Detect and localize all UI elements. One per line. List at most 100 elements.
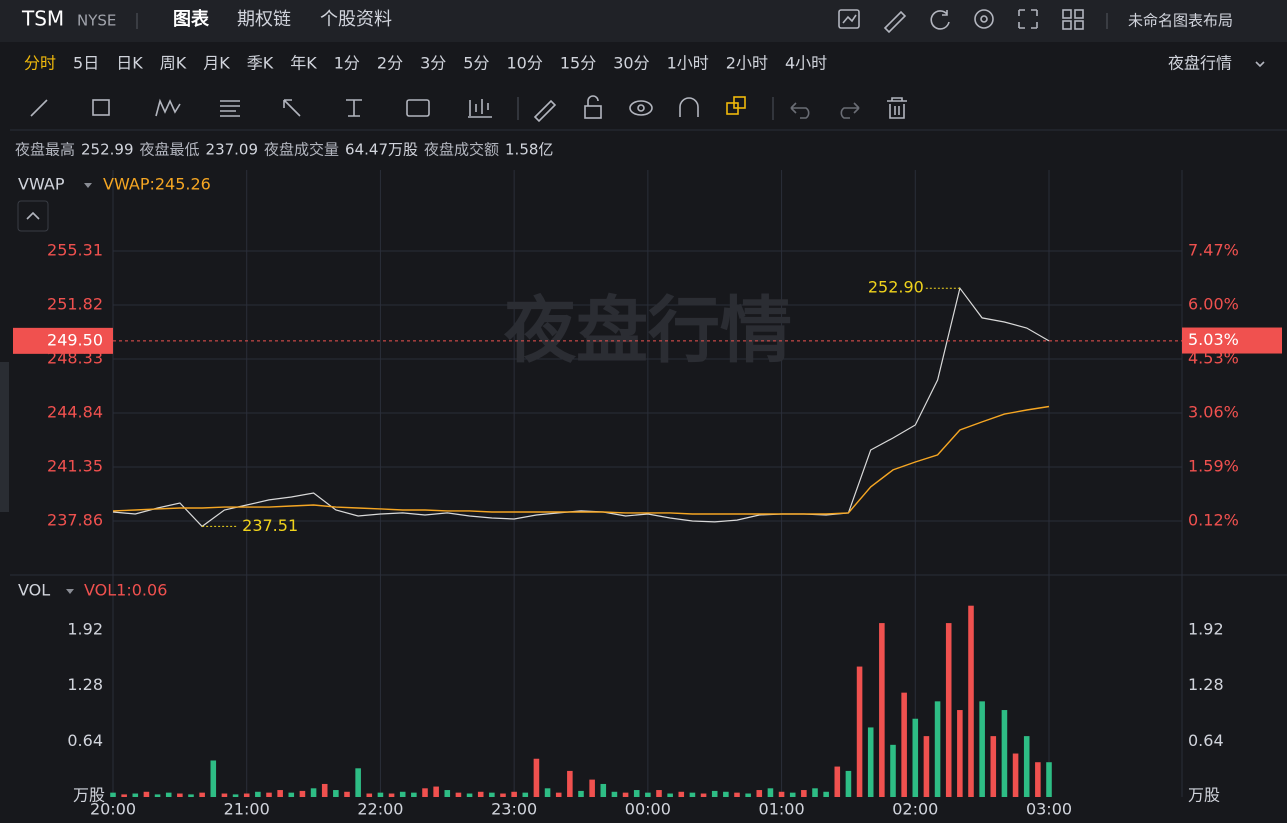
volume-bar [656,790,662,797]
tool-text-lines[interactable] [220,100,240,117]
legend[interactable]: VWAP [18,175,65,194]
x-tick-label: 22:00 [357,800,403,819]
volume-bar [489,792,495,797]
volume-bar [221,793,228,797]
icon[interactable] [930,10,950,30]
volume-bar [455,792,462,797]
timeframe[interactable]: 1分 [334,54,360,73]
tool-line[interactable] [30,99,48,117]
timeframe[interactable]: 日K [116,54,143,73]
tool-magnet[interactable] [679,97,699,117]
tab[interactable]: 个股资料 [320,9,392,30]
side-tab[interactable] [0,362,9,512]
volume-bar [310,788,317,797]
volume-bar [990,736,997,797]
stat-value: 1.58亿 [505,141,553,159]
y-tick-label: 1.28 [67,675,103,694]
exchange: NYSE [77,12,116,30]
volume-bar [1012,753,1019,797]
volume-bar [734,792,740,797]
volume-bar [622,792,629,797]
symbol[interactable]: TSM [21,7,64,31]
tool-arrow[interactable] [283,99,301,117]
tool-rect[interactable] [92,99,110,116]
y-tick-label: 244.84 [47,402,103,421]
tool-delete[interactable] [887,97,907,119]
icon[interactable] [838,9,860,29]
volume-bar [388,793,395,797]
icon[interactable] [974,9,994,29]
volume-bar [555,792,562,797]
y-tick-label: 1.92 [67,620,103,639]
stat-label: 夜盘最高 [15,141,75,159]
tab[interactable]: 期权链 [237,9,291,30]
layout-name[interactable]: 未命名图表布局 [1128,12,1233,30]
volume-bar [366,793,373,797]
timeframe[interactable]: 分时 [24,54,56,73]
price-line [112,286,1050,528]
volume-bar [466,793,473,797]
volume-bar [121,794,127,797]
volume-bar [633,790,640,797]
timeframe[interactable]: 15分 [560,54,596,73]
collapse-button[interactable] [17,200,49,232]
x-tick-label: 01:00 [759,800,805,819]
timeframe[interactable]: 30分 [613,54,649,73]
volume-bar [533,758,540,797]
timeframe[interactable]: 周K [160,54,187,73]
icon[interactable] [1062,9,1072,19]
timeframe[interactable]: 5日 [73,54,99,73]
tab[interactable]: 图表 [173,8,210,30]
timeframe[interactable]: 2分 [377,54,403,73]
timeframes: 分时 5日 日K 周K 月K 季K 年K 1分 2分 3分 5分 10分 15分 30分 1小时 2小时 4小时 [24,54,827,73]
y-tick-label: 237.86 [47,510,103,529]
volume-bar [723,791,729,797]
volume-bar [856,666,863,797]
tool-measure[interactable] [346,99,362,117]
volume-bar [945,623,952,797]
timeframe[interactable]: 1小时 [667,54,709,73]
timeframe[interactable]: 5分 [463,54,489,73]
volume-bar [1046,762,1052,797]
caret [66,589,74,594]
volume-bar [867,727,874,797]
tool-wave[interactable] [155,98,181,117]
volume-bar [578,790,584,797]
timeframe[interactable]: 年K [290,54,317,73]
volume-bar [1023,736,1030,797]
timeframe[interactable]: 季K [247,54,274,73]
icon[interactable] [883,10,907,34]
session-menu[interactable]: 夜盘行情 [1168,54,1232,73]
tool-eye[interactable] [629,100,653,116]
y-tick-label: 241.35 [47,456,103,475]
timeframe[interactable]: 10分 [506,54,542,73]
tool-redo[interactable] [840,102,860,119]
stat-label: 夜盘最低 [140,141,200,159]
top-bar [0,0,1287,42]
tool-indicators[interactable] [468,99,492,118]
legend-value: VWAP:245.26 [103,175,211,194]
tool-note[interactable] [406,99,430,117]
chevron [26,211,40,220]
volume-bar [879,623,885,797]
volume-bar [177,793,183,797]
tool-brush[interactable] [533,99,557,123]
stat-label: 夜盘成交额 [424,141,499,159]
y2-tick-label: 1.28 [1188,675,1224,694]
tool-lock[interactable] [584,105,602,119]
icon[interactable] [1018,9,1038,29]
timeframe[interactable]: 月K [203,54,230,73]
timeframe[interactable]: 2小时 [726,54,768,73]
tool-undo[interactable] [790,102,810,119]
timeframe[interactable]: 3分 [420,54,446,73]
timeframe[interactable]: 4小时 [785,54,827,73]
volume-bar [756,790,763,797]
legend[interactable]: VOL [18,581,50,600]
x-tick-label: 21:00 [224,800,270,819]
stats: 夜盘最高 252.99 夜盘最低 237.09 夜盘成交量 64.47万股 夜盘成交额 1.5… [15,141,553,159]
tabs: 图表 期权链 个股资料 [173,8,392,30]
y-tick-label: 251.82 [47,294,103,313]
volume-bar [1001,710,1008,797]
caret [84,183,92,188]
icon-part [842,14,857,24]
